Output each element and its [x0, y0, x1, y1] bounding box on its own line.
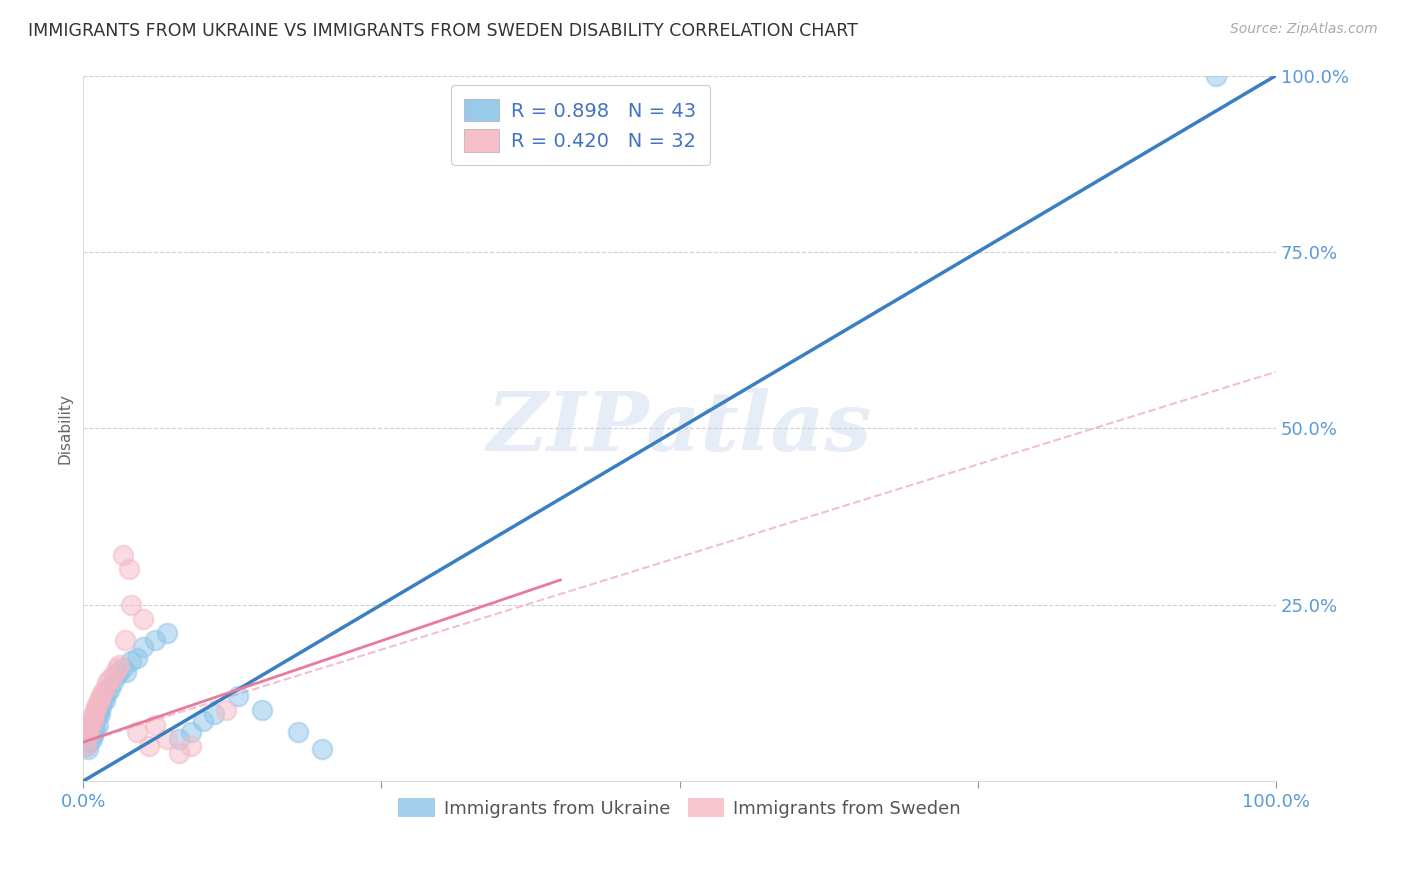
- Point: [167, 731, 190, 746]
- Point: [101, 675, 124, 690]
- Point: [125, 650, 148, 665]
- Point: [143, 632, 166, 647]
- Point: [83, 706, 105, 721]
- Point: [1205, 69, 1227, 83]
- Point: [82, 728, 104, 742]
- Point: [250, 703, 273, 717]
- Y-axis label: Disability: Disability: [58, 392, 72, 464]
- Point: [90, 690, 112, 704]
- Point: [77, 721, 100, 735]
- Point: [76, 731, 98, 746]
- Point: [115, 665, 138, 679]
- Point: [79, 724, 101, 739]
- Point: [80, 710, 103, 724]
- Point: [80, 721, 103, 735]
- Point: [80, 731, 103, 746]
- Point: [84, 714, 107, 728]
- Point: [96, 686, 118, 700]
- Point: [215, 703, 238, 717]
- Point: [228, 690, 250, 704]
- Point: [84, 703, 107, 717]
- Point: [91, 686, 114, 700]
- Point: [77, 728, 100, 742]
- Point: [86, 710, 108, 724]
- Point: [86, 697, 108, 711]
- Text: Source: ZipAtlas.com: Source: ZipAtlas.com: [1230, 22, 1378, 37]
- Point: [101, 668, 124, 682]
- Point: [120, 654, 142, 668]
- Point: [105, 661, 128, 675]
- Point: [117, 562, 139, 576]
- Point: [120, 598, 142, 612]
- Point: [86, 717, 108, 731]
- Point: [311, 742, 333, 756]
- Point: [287, 724, 309, 739]
- Point: [191, 714, 214, 728]
- Point: [132, 640, 155, 654]
- Point: [77, 735, 100, 749]
- Point: [138, 739, 160, 753]
- Point: [156, 731, 179, 746]
- Point: [83, 724, 105, 739]
- Point: [93, 690, 115, 704]
- Point: [94, 682, 117, 697]
- Point: [86, 706, 108, 721]
- Point: [125, 724, 148, 739]
- Point: [77, 742, 100, 756]
- Point: [98, 672, 121, 686]
- Point: [156, 625, 179, 640]
- Point: [76, 731, 98, 746]
- Point: [98, 682, 121, 697]
- Point: [87, 693, 110, 707]
- Point: [89, 706, 111, 721]
- Legend: Immigrants from Ukraine, Immigrants from Sweden: Immigrants from Ukraine, Immigrants from…: [391, 791, 967, 825]
- Point: [75, 739, 97, 753]
- Text: IMMIGRANTS FROM UKRAINE VS IMMIGRANTS FROM SWEDEN DISABILITY CORRELATION CHART: IMMIGRANTS FROM UKRAINE VS IMMIGRANTS FR…: [28, 22, 858, 40]
- Point: [180, 739, 202, 753]
- Text: ZIPatlas: ZIPatlas: [486, 388, 872, 468]
- Point: [96, 675, 118, 690]
- Point: [84, 721, 107, 735]
- Point: [132, 612, 155, 626]
- Point: [82, 714, 104, 728]
- Point: [86, 700, 108, 714]
- Point: [167, 746, 190, 760]
- Point: [180, 724, 202, 739]
- Point: [94, 693, 117, 707]
- Point: [108, 657, 131, 672]
- Point: [204, 706, 226, 721]
- Point: [91, 697, 114, 711]
- Point: [111, 661, 134, 675]
- Point: [111, 548, 134, 562]
- Point: [75, 739, 97, 753]
- Point: [79, 717, 101, 731]
- Point: [105, 668, 128, 682]
- Point: [114, 632, 136, 647]
- Point: [108, 665, 131, 679]
- Point: [82, 717, 104, 731]
- Point: [90, 700, 112, 714]
- Point: [77, 724, 100, 739]
- Point: [87, 703, 110, 717]
- Point: [143, 717, 166, 731]
